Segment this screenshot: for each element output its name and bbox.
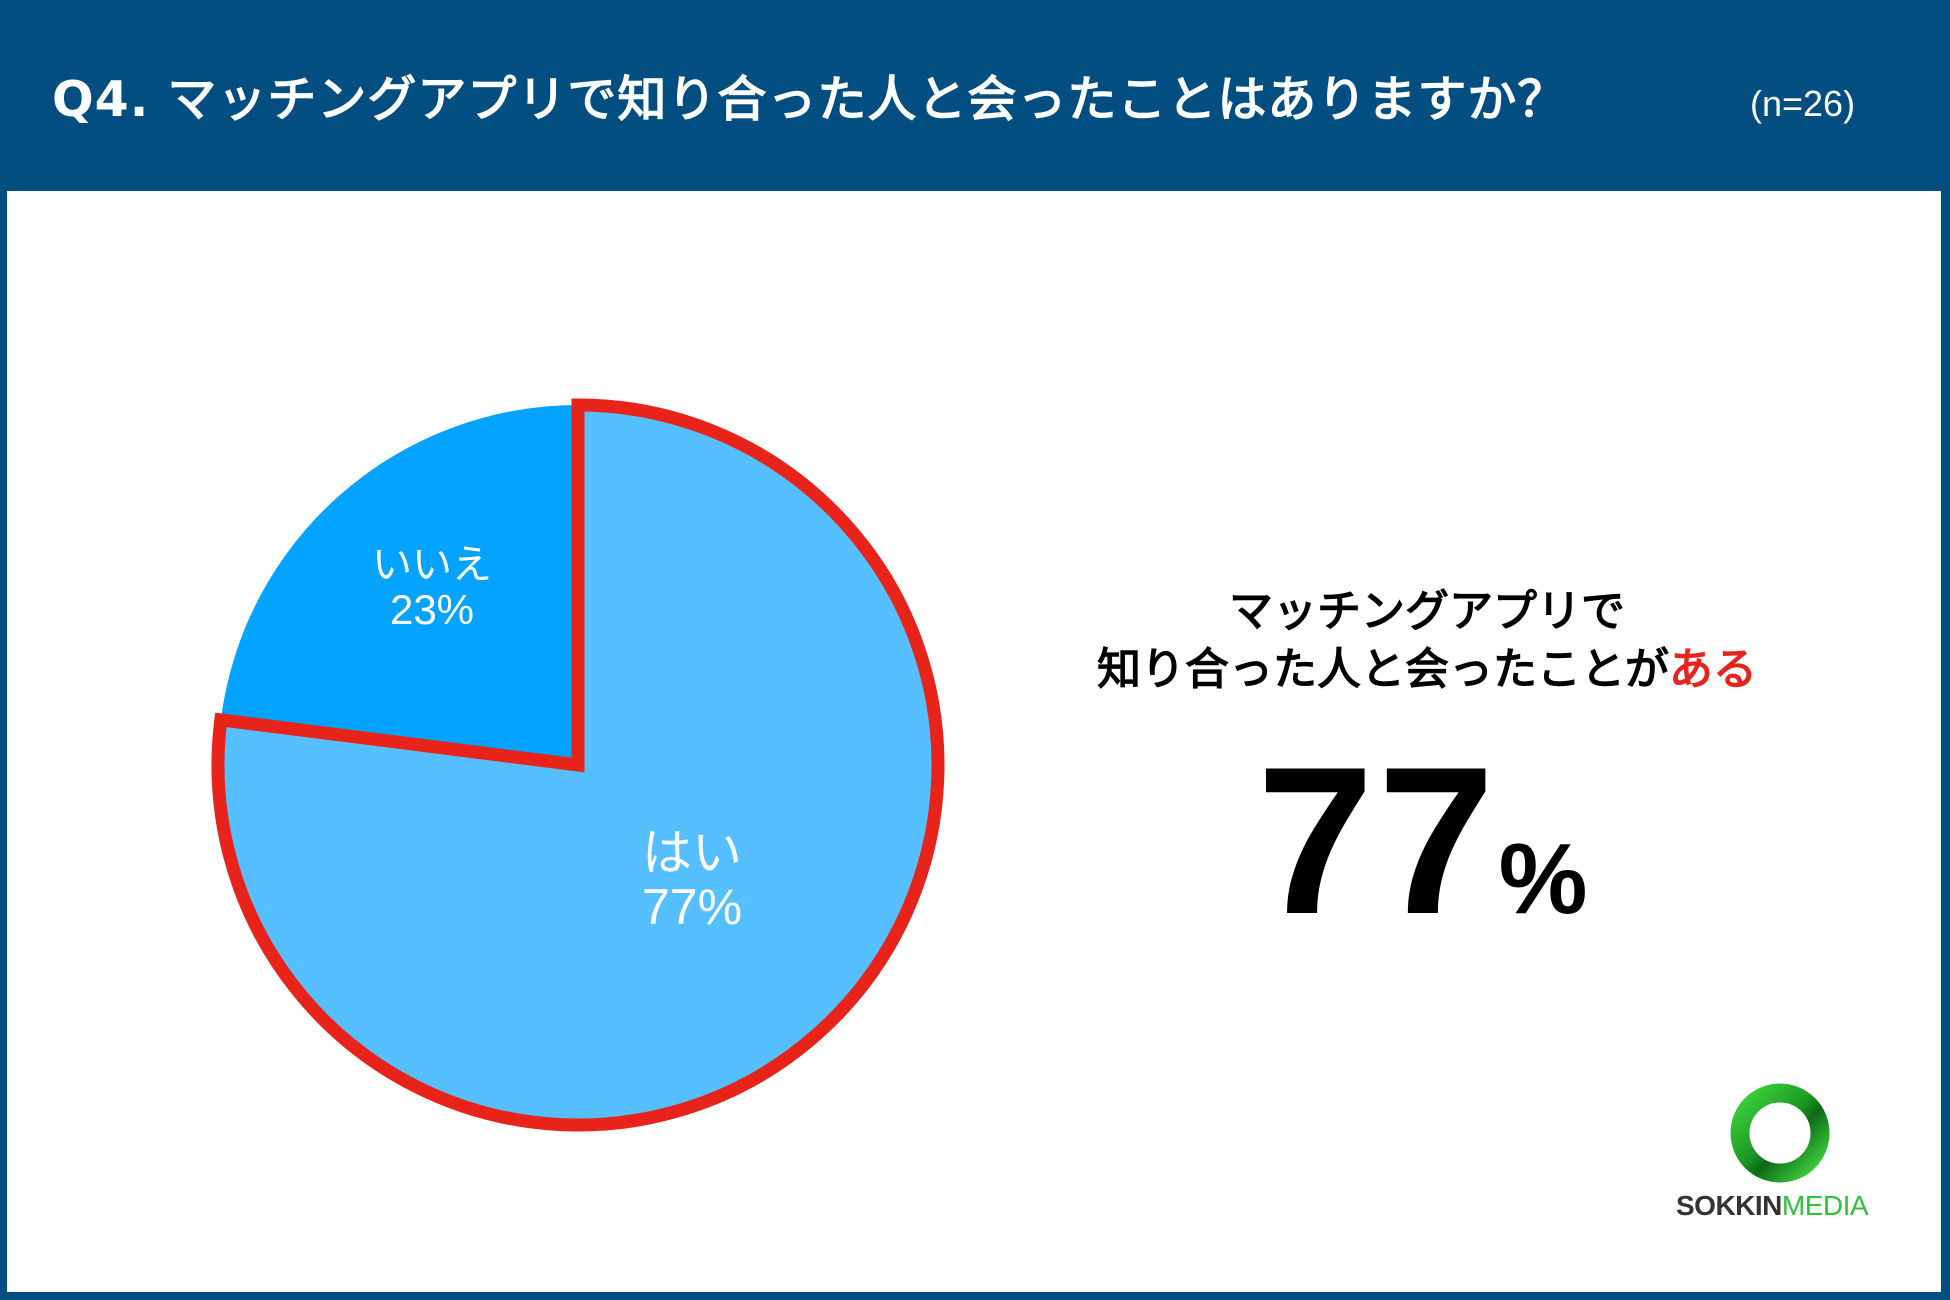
summary-line-2: 知り合った人と会ったことがある: [997, 641, 1857, 699]
logo-brand-green: MEDIA: [1781, 1190, 1869, 1221]
pie-label-yes-name: はい: [642, 824, 742, 882]
question-title: Q4. マッチングアプリで知り合った人と会ったことはありますか？: [52, 71, 1568, 128]
pie-slice-yes: [211, 398, 945, 1132]
logo-brand-dark: SOKKIN: [1676, 1190, 1782, 1221]
sample-size: (n=26): [1750, 83, 1856, 124]
content-panel: いいえ 23% はい 77% マッチングアプリで 知り合った人と会ったことがある…: [7, 191, 1941, 1292]
summary-line-2-main: 知り合った人と会ったことが: [1097, 644, 1669, 695]
pie-chart: [211, 398, 945, 1132]
big-percentage-unit: %: [1498, 823, 1588, 935]
big-percentage: 77%: [1257, 731, 1588, 951]
sokkin-media-logo: SOKKINMEDIA: [1672, 1083, 1892, 1233]
pie-slice-no: [220, 405, 578, 765]
pie-label-no: いいえ 23%: [337, 543, 527, 633]
header-bar: Q4. マッチングアプリで知り合った人と会ったことはありますか？ (n=26): [0, 0, 1950, 191]
pie-label-yes: はい 77%: [592, 826, 792, 934]
logo-wordmark: SOKKINMEDIA: [1676, 1190, 1869, 1222]
pie-label-no-value: 23%: [389, 586, 475, 633]
big-percentage-value: 77: [1257, 723, 1499, 958]
logo-ring-icon: [1730, 1083, 1830, 1183]
summary-line-1: マッチングアプリで: [1229, 586, 1625, 637]
pie-label-yes-value: 77%: [641, 879, 743, 935]
summary-accent: ある: [1669, 644, 1757, 695]
summary-text: マッチングアプリで 知り合った人と会ったことがある: [997, 583, 1857, 699]
pie-label-no-name: いいえ: [372, 542, 492, 588]
